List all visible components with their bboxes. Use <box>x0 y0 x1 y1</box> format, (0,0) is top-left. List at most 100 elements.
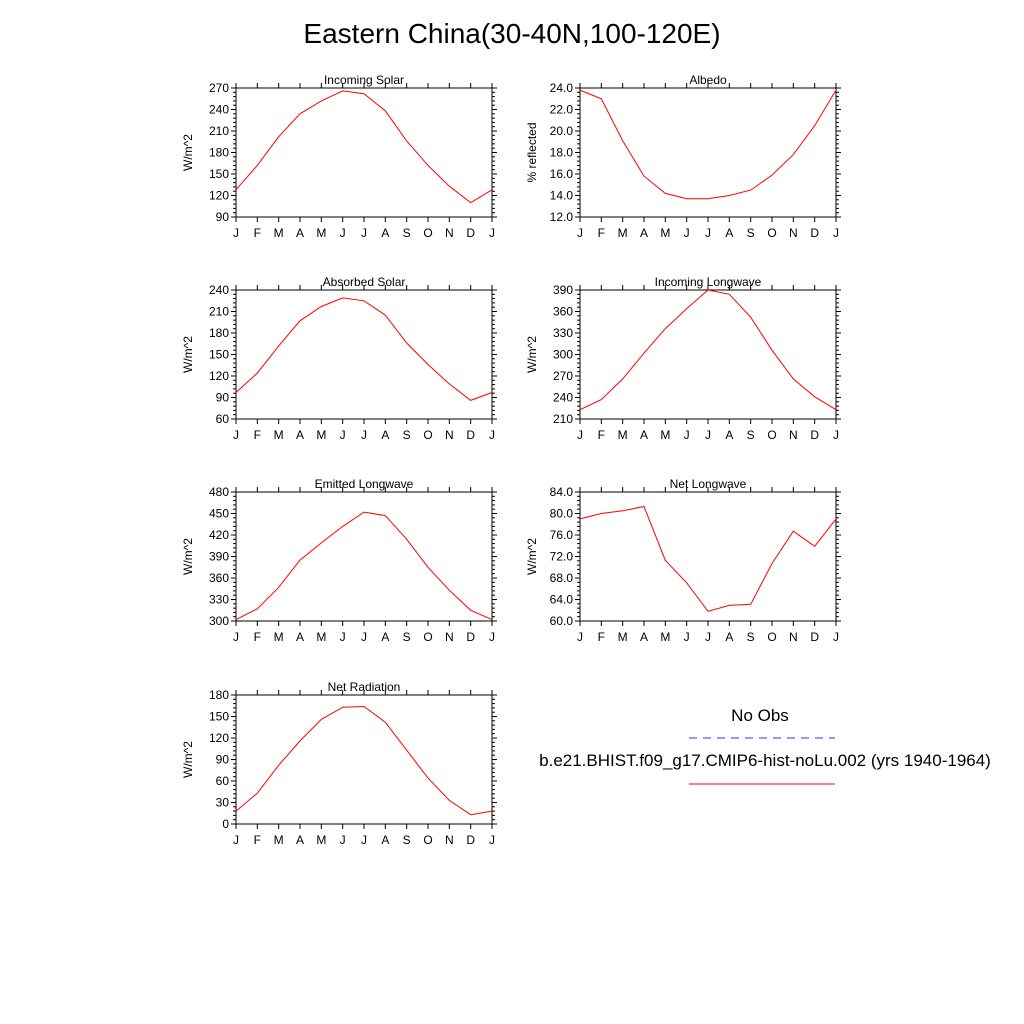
y-tick-label: 24.0 <box>550 81 574 95</box>
x-tick-label: D <box>466 833 475 847</box>
x-tick-label: S <box>747 630 755 644</box>
x-tick-label: M <box>660 428 670 442</box>
x-tick-label: M <box>660 630 670 644</box>
y-tick-label: 300 <box>209 614 229 628</box>
x-tick-label: J <box>577 428 583 442</box>
y-tick-label: 270 <box>553 369 573 383</box>
y-tick-label: 16.0 <box>550 167 574 181</box>
x-tick-label: N <box>445 428 454 442</box>
y-tick-label: 210 <box>209 305 229 319</box>
y-tick-label: 360 <box>553 305 573 319</box>
plot-frame <box>235 491 493 622</box>
y-tick-label: 180 <box>209 146 229 160</box>
series-line <box>579 289 837 411</box>
x-tick-label: A <box>640 428 648 442</box>
x-tick-label: J <box>233 226 239 240</box>
chart-panel-5: Emitted Longwave W/m^2 300 330 360 390 420 450 4… <box>181 477 497 644</box>
x-tick-label: S <box>747 428 755 442</box>
y-tick-label: 68.0 <box>550 571 574 585</box>
y-tick-label: 240 <box>209 283 229 297</box>
x-tick-label: M <box>618 428 628 442</box>
x-tick-label: F <box>254 226 261 240</box>
y-tick-label: 90 <box>216 210 230 224</box>
y-tick-label: 180 <box>209 326 229 340</box>
y-tick-label: 450 <box>209 507 229 521</box>
series-line <box>579 89 837 200</box>
y-tick-label: 360 <box>209 571 229 585</box>
y-tick-label: 150 <box>209 710 229 724</box>
y-tick-label: 60.0 <box>550 614 574 628</box>
y-tick-label: 20.0 <box>550 124 574 138</box>
plot-frame <box>579 87 837 218</box>
x-tick-label: D <box>810 630 819 644</box>
y-tick-label: 270 <box>209 81 229 95</box>
y-tick-label: 120 <box>209 369 229 383</box>
x-tick-label: J <box>684 226 690 240</box>
x-tick-label: J <box>340 226 346 240</box>
y-tick-label: 90 <box>216 391 230 405</box>
y-tick-label: 60 <box>216 412 230 426</box>
series-line <box>235 511 493 621</box>
x-tick-label: O <box>423 428 432 442</box>
chart-panel-1: Incoming Solar W/m^2 90 120 150 180 210 240 270 J… <box>181 73 497 240</box>
x-tick-label: F <box>254 428 261 442</box>
plot-frame <box>235 694 493 825</box>
x-tick-label: N <box>445 833 454 847</box>
y-tick-label: 390 <box>209 550 229 564</box>
figure-title: Eastern China(30-40N,100-120E) <box>303 18 721 49</box>
x-tick-label: J <box>577 630 583 644</box>
y-tick-label: 90 <box>216 753 230 767</box>
y-tick-label: 240 <box>209 103 229 117</box>
x-tick-label: S <box>403 428 411 442</box>
chart-title: Emitted Longwave <box>315 477 414 491</box>
x-tick-label: M <box>316 833 326 847</box>
y-tick-label: 64.0 <box>550 593 574 607</box>
x-tick-label: J <box>833 428 839 442</box>
x-tick-label: J <box>577 226 583 240</box>
y-tick-label: 22.0 <box>550 103 574 117</box>
x-tick-label: J <box>233 630 239 644</box>
x-tick-label: O <box>767 428 776 442</box>
plot-frame <box>235 87 493 218</box>
chart-title: Net Radiation <box>328 680 401 694</box>
x-tick-label: M <box>316 630 326 644</box>
x-tick-label: A <box>381 226 389 240</box>
chart-title: Albedo <box>689 73 727 87</box>
y-tick-label: 18.0 <box>550 146 574 160</box>
x-tick-label: J <box>833 630 839 644</box>
y-tick-label: 390 <box>553 283 573 297</box>
y-tick-label: 330 <box>209 593 229 607</box>
x-tick-label: J <box>705 226 711 240</box>
y-tick-label: 72.0 <box>550 550 574 564</box>
y-tick-label: 84.0 <box>550 485 574 499</box>
x-tick-label: M <box>660 226 670 240</box>
y-tick-label: 240 <box>553 391 573 405</box>
x-tick-label: A <box>725 630 733 644</box>
x-tick-label: A <box>640 630 648 644</box>
y-tick-label: 120 <box>209 189 229 203</box>
y-axis-label: W/m^2 <box>181 336 195 373</box>
y-axis-label: W/m^2 <box>525 538 539 575</box>
x-tick-label: M <box>618 630 628 644</box>
x-tick-label: M <box>316 226 326 240</box>
x-tick-label: A <box>296 226 304 240</box>
x-tick-label: N <box>789 630 798 644</box>
y-axis-label: % reflected <box>525 122 539 182</box>
x-tick-label: D <box>466 630 475 644</box>
x-tick-label: J <box>705 630 711 644</box>
plot-frame <box>235 289 493 420</box>
chart-panel-2: Albedo % reflected 12.0 14.0 16.0 18.0 20.0 22.… <box>525 73 841 240</box>
x-tick-label: J <box>489 630 495 644</box>
chart-title: Absorbed Solar <box>323 275 406 289</box>
x-tick-label: A <box>725 428 733 442</box>
x-tick-label: A <box>381 630 389 644</box>
y-axis-label: W/m^2 <box>525 336 539 373</box>
series-line <box>235 297 493 401</box>
x-tick-label: S <box>747 226 755 240</box>
x-tick-label: J <box>233 833 239 847</box>
x-tick-label: S <box>403 226 411 240</box>
x-tick-label: D <box>466 226 475 240</box>
y-tick-label: 14.0 <box>550 189 574 203</box>
y-tick-label: 150 <box>209 348 229 362</box>
